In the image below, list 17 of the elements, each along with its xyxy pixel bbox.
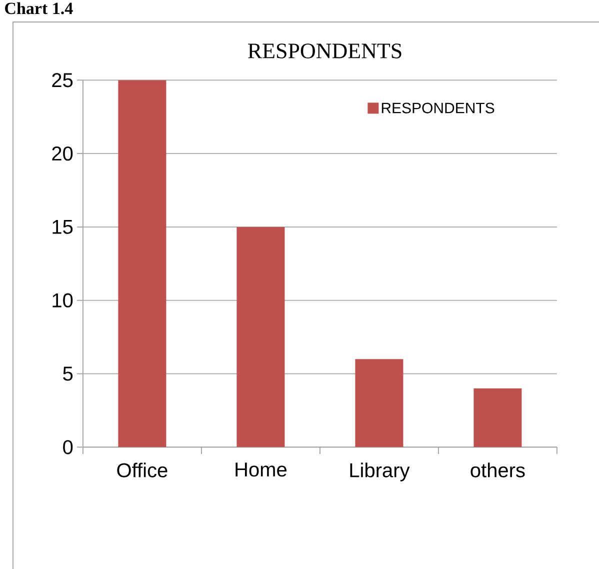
y-tick-label: 5 — [63, 366, 73, 381]
x-tick-label: Library — [350, 462, 410, 482]
y-tick-label: 10 — [52, 293, 73, 308]
bar — [236, 226, 285, 448]
caption: Chart 1.4 — [5, 2, 73, 14]
x-tick-label: Home — [236, 462, 286, 477]
y-tick-label: 0 — [63, 440, 73, 454]
legend-label: RESPONDENTS — [382, 102, 494, 114]
x-tick-label: Office — [117, 462, 168, 478]
bar — [355, 359, 404, 448]
y-tick-label: 15 — [52, 220, 73, 234]
bar — [118, 80, 166, 448]
bar — [474, 388, 522, 448]
y-tick-label: 20 — [52, 146, 73, 161]
y-tick-label: 25 — [52, 73, 73, 88]
chart-title: RESPONDENTS — [248, 44, 402, 58]
x-tick-label: others — [470, 462, 525, 478]
